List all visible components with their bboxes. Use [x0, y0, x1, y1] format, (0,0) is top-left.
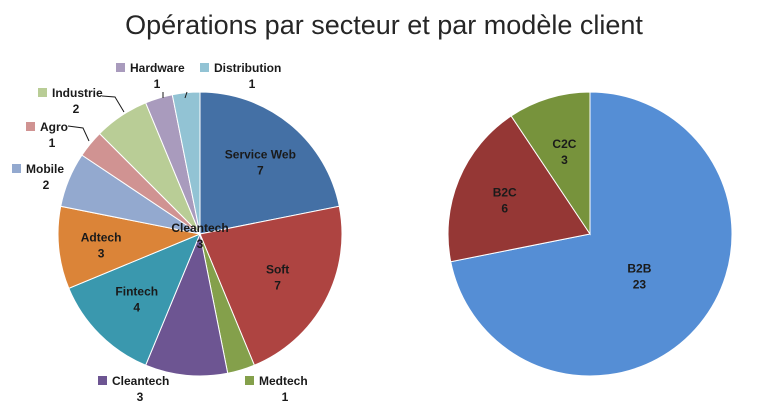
slice-value-adtech: 3	[98, 247, 105, 261]
slice-label-adtech: Adtech	[81, 231, 122, 245]
slice-label-hardware: Hardware	[130, 61, 185, 75]
slice-label-cleantech: Cleantech	[171, 221, 228, 235]
slice-label-c2c: C2C	[552, 137, 576, 151]
slice-b2b	[450, 91, 733, 377]
leader-line-industrie	[101, 95, 125, 113]
slice-value-cleantech: 3	[197, 237, 204, 251]
slice-distribution	[171, 91, 201, 235]
slice-label-service-web: Service Web	[225, 147, 296, 161]
pie-chart-modele-client: B2B 23 B2C 6 C2C 3	[447, 91, 733, 377]
slice-value-industrie: 2	[73, 102, 80, 116]
slice-label-agro: Agro	[40, 120, 68, 134]
legend-key-distribution	[200, 63, 209, 72]
slice-adtech	[57, 205, 202, 289]
slice-value-medtech: 1	[282, 390, 289, 404]
slice-value-cleantech: 3	[137, 390, 144, 404]
slice-label-medtech: Medtech	[259, 374, 308, 388]
slice-value-b2b: 23	[633, 278, 647, 292]
legend-key-agro	[26, 122, 35, 131]
legend-key-industrie	[38, 88, 47, 97]
slice-label-industrie: Industrie	[52, 86, 103, 100]
slice-cleantech	[145, 232, 229, 377]
slice-fintech	[68, 233, 201, 366]
slice-value-mobile: 2	[43, 178, 50, 192]
leader-line-agro	[67, 125, 90, 142]
slice-value-fintech: 4	[133, 300, 140, 314]
slice-value-service-web: 7	[257, 163, 264, 177]
slice-value-hardware: 1	[154, 77, 161, 91]
leader-line-distribution	[184, 91, 188, 99]
slice-label-cleantech: Cleantech	[112, 374, 169, 388]
legend-key-cleantech	[98, 376, 107, 385]
slice-label-b2c: B2C	[493, 186, 517, 200]
legend-key-medtech	[245, 376, 254, 385]
slice-service-web	[199, 91, 340, 235]
slice-label-b2b: B2B	[627, 262, 651, 276]
slice-label-soft: Soft	[266, 263, 289, 277]
legend-key-hardware	[116, 63, 125, 72]
pie-chart-secteur: Service Web 7 Soft 7 Cleantech 3 Fintech 4 Adtec…	[12, 61, 343, 404]
slice-value-b2c: 6	[501, 202, 508, 216]
slice-value-soft: 7	[274, 279, 281, 293]
slice-label-fintech: Fintech	[115, 284, 158, 298]
legend-key-mobile	[12, 164, 21, 173]
slice-soft	[199, 205, 343, 366]
slice-value-agro: 1	[49, 136, 56, 150]
slice-label-mobile: Mobile	[26, 162, 64, 176]
slice-label-distribution: Distribution	[214, 61, 281, 75]
slice-value-distribution: 1	[249, 77, 256, 91]
slice-c2c	[510, 91, 591, 236]
slice-b2c	[447, 115, 591, 263]
chart-title: Opérations par secteur et par modèle cli…	[125, 10, 643, 40]
slice-value-c2c: 3	[561, 153, 568, 167]
